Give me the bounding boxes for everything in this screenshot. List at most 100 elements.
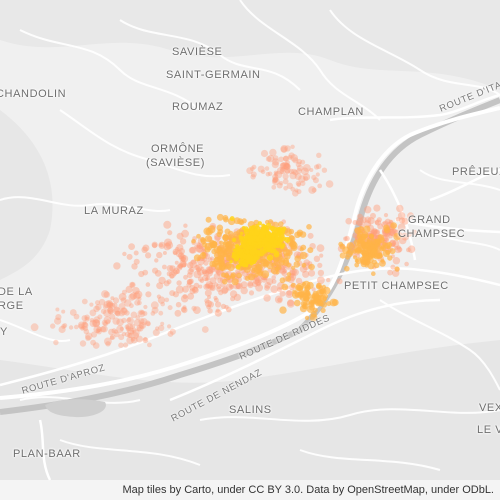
density-point — [286, 272, 292, 277]
density-point — [233, 293, 241, 301]
density-point — [272, 176, 279, 183]
density-point — [399, 217, 406, 224]
density-point — [81, 298, 88, 305]
density-point — [194, 264, 200, 271]
density-point — [198, 284, 203, 289]
density-point — [228, 283, 233, 288]
density-point — [247, 280, 254, 287]
density-point — [167, 230, 173, 236]
density-point — [50, 323, 56, 329]
density-point — [280, 244, 285, 250]
density-point — [411, 229, 418, 236]
density-point — [134, 299, 141, 306]
place-label-plan-baar: Plan-Baar — [13, 448, 81, 460]
density-point — [267, 254, 274, 261]
density-point — [306, 224, 312, 230]
density-point — [387, 269, 393, 276]
density-point — [344, 235, 350, 242]
density-point — [178, 263, 184, 269]
density-point — [294, 231, 301, 238]
density-point — [219, 240, 224, 245]
density-point — [280, 146, 287, 153]
density-point — [231, 278, 239, 286]
map-attribution[interactable]: Map tiles by Carto, under CC BY 3.0. Dat… — [0, 480, 500, 500]
density-point — [295, 161, 302, 168]
density-point — [95, 300, 100, 306]
density-point — [287, 299, 295, 307]
density-point — [197, 276, 204, 282]
density-point — [260, 228, 265, 233]
density-point — [180, 256, 186, 262]
density-point — [272, 173, 279, 180]
density-point — [226, 306, 232, 313]
density-point — [252, 281, 258, 288]
density-point — [182, 285, 189, 293]
density-point — [296, 182, 302, 187]
density-point — [345, 250, 353, 258]
density-point — [374, 250, 383, 259]
place-label-y: y — [0, 326, 8, 338]
density-point — [180, 255, 189, 263]
density-point — [104, 337, 112, 346]
density-point — [322, 286, 331, 295]
density-point — [179, 259, 187, 268]
density-point — [401, 232, 410, 241]
density-point — [221, 287, 228, 295]
density-point — [279, 168, 286, 175]
density-point — [388, 234, 393, 239]
density-point — [361, 231, 369, 239]
density-point — [125, 323, 134, 331]
density-point — [140, 318, 148, 325]
density-point — [325, 180, 334, 188]
density-point — [158, 310, 164, 316]
density-point — [248, 290, 255, 296]
density-point — [310, 310, 317, 318]
density-point — [113, 307, 121, 315]
density-point — [204, 277, 209, 282]
density-point — [230, 296, 236, 302]
density-point — [300, 180, 306, 186]
density-point — [353, 255, 358, 260]
density-point — [143, 337, 148, 342]
density-point — [387, 255, 393, 261]
density-point — [395, 216, 401, 222]
density-point — [130, 282, 135, 288]
density-point — [97, 314, 103, 320]
density-point — [112, 317, 120, 325]
place-label-saviese: Savièse — [172, 46, 223, 58]
density-point — [282, 178, 289, 185]
density-point — [103, 291, 111, 298]
density-point — [266, 278, 274, 286]
density-point — [217, 246, 222, 252]
density-point — [236, 272, 242, 279]
density-point — [398, 236, 407, 245]
density-point — [200, 237, 206, 243]
density-point — [134, 290, 143, 299]
density-point — [156, 251, 163, 259]
density-point — [217, 277, 224, 284]
density-point — [280, 162, 286, 168]
density-point — [263, 294, 271, 302]
density-point — [317, 276, 325, 285]
density-point — [281, 161, 289, 170]
density-point — [383, 224, 390, 231]
density-point — [264, 282, 272, 289]
density-point — [102, 304, 108, 310]
density-point — [282, 268, 288, 274]
density-point — [247, 239, 252, 243]
terrain-shading — [0, 110, 53, 280]
density-point — [130, 336, 136, 342]
density-point — [377, 223, 384, 230]
density-point — [231, 237, 237, 243]
density-point — [142, 269, 149, 276]
density-point — [270, 225, 275, 231]
density-point — [220, 303, 227, 309]
density-point — [126, 253, 133, 260]
density-point — [202, 274, 209, 282]
density-point — [169, 328, 176, 335]
density-point — [166, 279, 172, 285]
density-point — [172, 267, 180, 275]
density-point — [218, 290, 224, 296]
density-point — [169, 290, 176, 297]
